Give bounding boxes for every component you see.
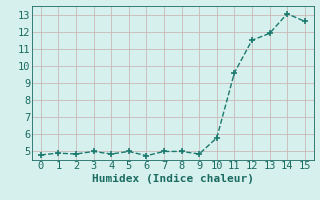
X-axis label: Humidex (Indice chaleur): Humidex (Indice chaleur) [92,174,254,184]
